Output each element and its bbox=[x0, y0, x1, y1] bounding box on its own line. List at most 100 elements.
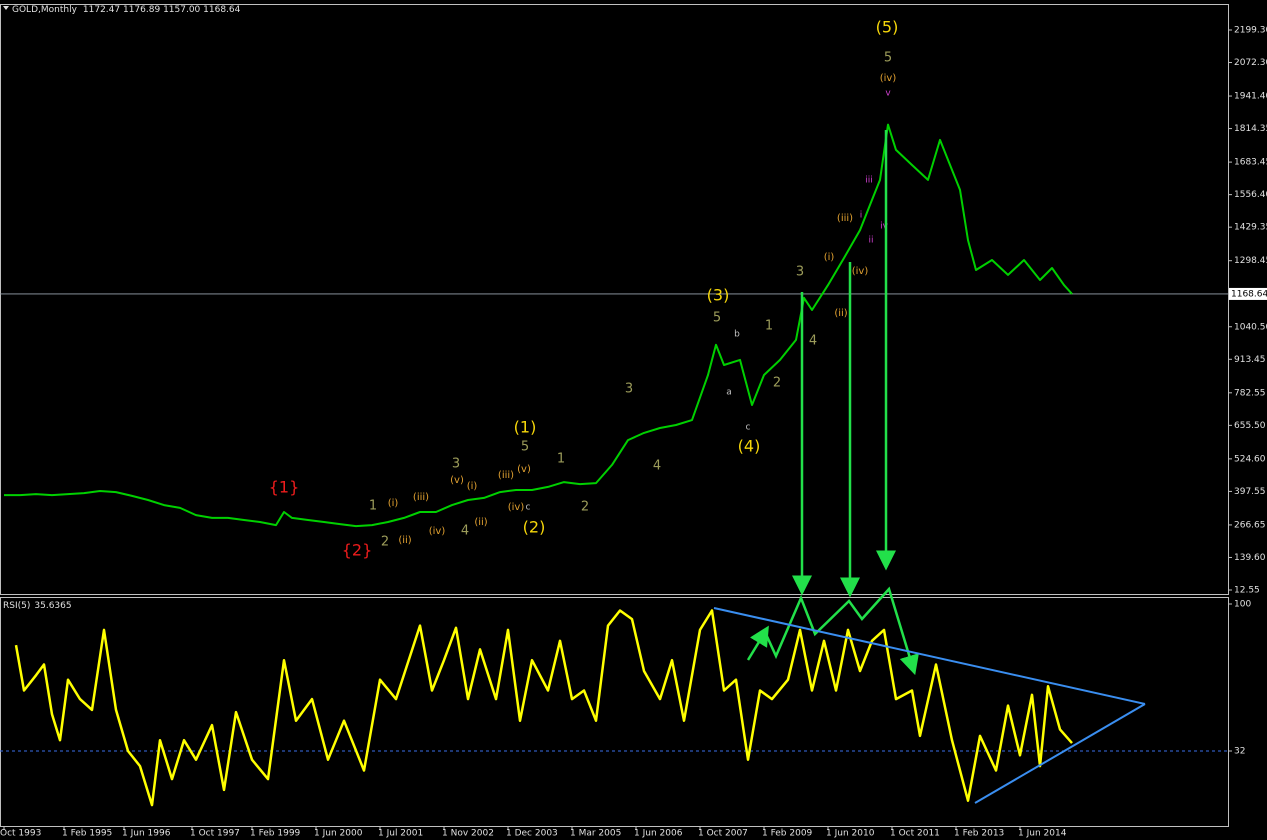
wave-label: 1 bbox=[369, 499, 377, 514]
x-tick-label: 1 Oct 2007 bbox=[698, 829, 748, 839]
y-tick-label: 266.65 bbox=[1234, 520, 1266, 530]
wave-label: (iv) bbox=[852, 266, 869, 277]
y-tick-label: 2199.30 bbox=[1234, 26, 1267, 36]
rsi-panel bbox=[0, 597, 1229, 827]
wave-label: 3 bbox=[452, 457, 460, 472]
x-tick-label: 1 Jun 2006 bbox=[634, 829, 683, 839]
wave-label: (4) bbox=[738, 437, 761, 456]
x-tick-label: 1 Jun 1996 bbox=[122, 829, 171, 839]
last-price-box bbox=[1229, 287, 1267, 300]
x-tick-label: 1 Jul 2001 bbox=[378, 829, 423, 839]
wave-label: 1 bbox=[765, 319, 773, 334]
wave-label: b bbox=[734, 330, 740, 340]
price-panel bbox=[0, 4, 1229, 595]
marks: 2199.30 2072.30 1941.40 1814.35 1683.45 1556.… bbox=[0, 18, 1267, 839]
wave-label: (ii) bbox=[398, 535, 411, 546]
wave-label: {2} bbox=[342, 541, 373, 560]
series-line bbox=[4, 123, 1073, 528]
menu-icon[interactable] bbox=[3, 6, 9, 10]
last-price-label: 1168.64 bbox=[1231, 289, 1267, 299]
wave-label: ii bbox=[868, 236, 873, 246]
wave-label: 3 bbox=[796, 265, 804, 280]
x-tick-label: 1 Jun 2010 bbox=[826, 829, 875, 839]
wave-label: c bbox=[526, 503, 531, 513]
rsi-header: RSI(5) 35.6365 bbox=[3, 601, 72, 611]
wave-label: (iii) bbox=[837, 213, 853, 224]
wave-label: (iv) bbox=[508, 502, 525, 513]
x-tick-label: 1 Feb 1999 bbox=[250, 829, 301, 839]
wave-label: 1 bbox=[557, 452, 565, 467]
ohlc-values: 1172.47 1176.89 1157.00 1168.64 bbox=[83, 5, 241, 15]
wave-label: 5 bbox=[884, 51, 892, 66]
wave-label: (1) bbox=[514, 418, 537, 437]
wave-label: v bbox=[885, 89, 891, 99]
wave-label: 3 bbox=[625, 382, 633, 397]
x-tick-label: 1 Feb 1995 bbox=[62, 829, 112, 839]
wave-label: iv bbox=[880, 222, 889, 232]
wave-label: 4 bbox=[809, 334, 817, 349]
wave-label: (ii) bbox=[474, 517, 487, 528]
y-tick-label: 782.55 bbox=[1234, 388, 1266, 398]
wave-label: 2 bbox=[381, 535, 389, 550]
wave-label: (iii) bbox=[498, 470, 514, 481]
y-tick-label: 100 bbox=[1234, 600, 1251, 610]
y-tick-label: 2072.30 bbox=[1234, 58, 1267, 68]
rsi-title: RSI(5) bbox=[3, 601, 30, 611]
x-tick-label: 1 Dec 2003 bbox=[506, 829, 558, 839]
wave-label: (iv) bbox=[429, 526, 446, 537]
y-tick-label: 32 bbox=[1234, 747, 1245, 757]
x-tick-label: 1 Jun 2014 bbox=[1018, 829, 1067, 839]
x-tick-label: 1 Jun 2000 bbox=[314, 829, 363, 839]
series-line bbox=[14, 609, 1073, 807]
x-tick-label: 1 Feb 2009 bbox=[762, 829, 813, 839]
y-tick-label: 139.60 bbox=[1234, 553, 1266, 563]
rsi-last-value: 35.6365 bbox=[34, 601, 71, 611]
wave-label: (v) bbox=[450, 475, 464, 486]
wave-label: (3) bbox=[707, 286, 730, 305]
y-tick-label: 524.60 bbox=[1234, 454, 1266, 464]
x-tick-label: 1 Oct 2011 bbox=[890, 829, 940, 839]
y-tick-label: 1941.40 bbox=[1234, 92, 1267, 102]
wave-label: (i) bbox=[388, 498, 399, 509]
symbol-title: GOLD,Monthly bbox=[12, 5, 78, 15]
y-tick-label: 1556.40 bbox=[1234, 190, 1267, 200]
wave-label: 2 bbox=[773, 376, 781, 391]
wave-label: 2 bbox=[581, 500, 589, 515]
wave-label: 4 bbox=[653, 459, 661, 474]
wave-label: 5 bbox=[521, 440, 529, 455]
wave-label: c bbox=[746, 423, 751, 433]
wave-label: {1} bbox=[269, 478, 300, 497]
y-tick-label: 1298.45 bbox=[1234, 256, 1267, 266]
x-tick-label: 1 Oct 1997 bbox=[190, 829, 240, 839]
wave-label: iii bbox=[865, 176, 873, 186]
wave-label: 4 bbox=[461, 524, 469, 539]
overlay-arrows bbox=[713, 130, 1146, 804]
wave-label: (2) bbox=[523, 518, 546, 537]
y-tick-label: 1429.35 bbox=[1234, 223, 1267, 233]
wave-label: (5) bbox=[876, 18, 899, 37]
wave-label: (iii) bbox=[413, 492, 429, 503]
y-tick-label: 397.55 bbox=[1234, 487, 1266, 497]
wave-label: (i) bbox=[824, 252, 835, 263]
wave-label: 5 bbox=[713, 311, 721, 326]
x-tick-label: 1 Mar 2005 bbox=[570, 829, 621, 839]
y-tick-label: 1683.45 bbox=[1234, 158, 1267, 168]
wave-label: (iv) bbox=[880, 73, 897, 84]
price-header: GOLD,Monthly 1172.47 1176.89 1157.00 1168… bbox=[12, 5, 241, 15]
y-tick-label: 12.55 bbox=[1234, 585, 1260, 595]
wave-label: (v) bbox=[517, 464, 531, 475]
arrow bbox=[746, 625, 769, 661]
y-tick-label: 655.50 bbox=[1234, 421, 1266, 431]
trend-line bbox=[974, 703, 1146, 804]
x-tick-label: Oct 1993 bbox=[0, 829, 41, 839]
y-tick-label: 1814.35 bbox=[1234, 124, 1267, 134]
x-tick-label: 1 Nov 2002 bbox=[442, 829, 494, 839]
wave-label: (i) bbox=[467, 481, 478, 492]
arrow bbox=[763, 586, 919, 676]
y-tick-label: 1040.50 bbox=[1234, 322, 1267, 332]
wave-label: (ii) bbox=[834, 308, 847, 319]
x-tick-label: 1 Feb 2013 bbox=[954, 829, 1004, 839]
wave-label: a bbox=[726, 388, 732, 398]
y-tick-label: 913.45 bbox=[1234, 355, 1266, 365]
